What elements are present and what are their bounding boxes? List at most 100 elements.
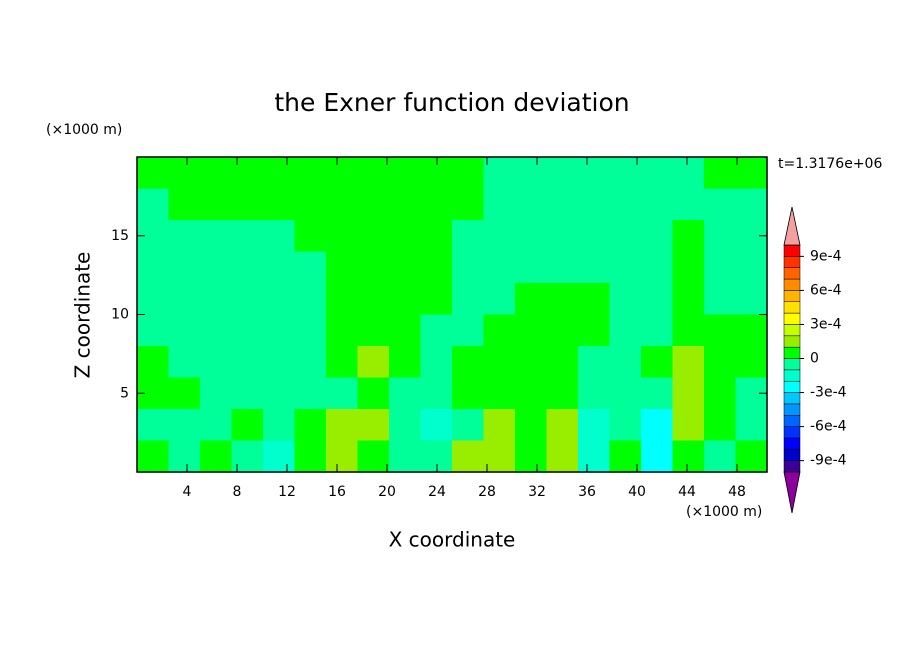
contour-cell	[200, 283, 233, 316]
x-tick-label: 28	[478, 484, 496, 500]
x-tick-label: 32	[528, 484, 546, 500]
x-axis-label: X coordinate	[389, 528, 516, 552]
contour-cell	[231, 346, 264, 379]
contour-cell	[704, 377, 737, 410]
colorbar-band	[783, 403, 801, 416]
contour-cell	[483, 188, 516, 221]
colorbar-tick-label: 0	[810, 351, 819, 367]
contour-cell	[704, 220, 737, 253]
contour-cell	[389, 409, 422, 442]
contour-cell	[389, 157, 422, 190]
contour-cell	[326, 440, 359, 473]
contour-cell	[515, 346, 548, 379]
contour-cell	[672, 157, 705, 190]
contour-cell	[515, 377, 548, 410]
contour-cell	[578, 346, 611, 379]
contour-cell	[735, 157, 768, 190]
contour-cell	[672, 220, 705, 253]
colorbar-band	[783, 244, 801, 257]
contour-cell	[420, 377, 453, 410]
contour-cell	[578, 283, 611, 316]
colorbar-band	[783, 449, 801, 461]
contour-cell	[200, 346, 233, 379]
contour-cell	[515, 157, 548, 190]
contour-cell	[452, 346, 485, 379]
contour-cell	[672, 409, 705, 442]
contour-cell	[546, 220, 579, 253]
contour-cell	[200, 157, 233, 190]
contour-cell	[326, 346, 359, 379]
contour-cell	[452, 314, 485, 347]
contour-cell	[641, 188, 674, 221]
colorbar-band	[783, 426, 801, 439]
x-tick-label: 12	[278, 484, 296, 500]
contour-cell	[231, 220, 264, 253]
contour-cell	[578, 188, 611, 221]
contour-cell	[641, 314, 674, 347]
contour-cell	[200, 188, 233, 221]
contour-cell	[357, 283, 390, 316]
contour-cell	[515, 409, 548, 442]
contour-cell	[263, 188, 296, 221]
colorbar-tick-label: 9e-4	[810, 248, 842, 264]
contour-cell	[326, 251, 359, 284]
contour-cell	[231, 377, 264, 410]
contour-cell	[735, 283, 768, 316]
contour-cell	[326, 314, 359, 347]
contour-cell	[294, 409, 327, 442]
contour-cell	[294, 157, 327, 190]
contour-cell	[168, 251, 201, 284]
contour-cell	[735, 346, 768, 379]
contour-cell	[546, 188, 579, 221]
colorbar-tick-label: -9e-4	[810, 453, 847, 469]
contour-cell	[704, 251, 737, 284]
contour-cell	[672, 440, 705, 473]
contour-cell	[704, 346, 737, 379]
contour-cell	[168, 283, 201, 316]
colorbar-band	[783, 346, 801, 359]
contour-cell	[357, 346, 390, 379]
contour-cell	[735, 409, 768, 442]
x-tick-label: 48	[728, 484, 746, 500]
colorbar-band	[783, 380, 801, 393]
colorbar-band	[783, 369, 801, 382]
contour-cell	[326, 283, 359, 316]
contour-cell	[294, 314, 327, 347]
contour-cell	[263, 220, 296, 253]
contour-cell	[294, 346, 327, 379]
contour-cell	[168, 188, 201, 221]
contour-cell	[452, 220, 485, 253]
colorbar-band	[783, 256, 801, 268]
contour-cell	[483, 251, 516, 284]
contour-cell	[263, 346, 296, 379]
contour-cell	[200, 314, 233, 347]
contour-cell	[483, 157, 516, 190]
contour-cell	[389, 283, 422, 316]
colorbar-band	[783, 335, 801, 348]
x-tick-label: 16	[328, 484, 346, 500]
x-unit: (×1000 m)	[686, 504, 762, 520]
contour-cell	[704, 188, 737, 221]
contour-cell	[357, 188, 390, 221]
contour-cell	[420, 220, 453, 253]
contour-cell	[452, 440, 485, 473]
colorbar-band	[783, 460, 801, 473]
contour-cell	[515, 440, 548, 473]
contour-cell	[420, 409, 453, 442]
contour-cell	[546, 377, 579, 410]
contour-cell	[357, 220, 390, 253]
contour-cell	[735, 188, 768, 221]
contour-cell	[452, 157, 485, 190]
contour-cell	[609, 188, 642, 221]
colorbar-band	[783, 301, 801, 314]
chart-title: the Exner function deviation	[274, 88, 629, 117]
contour-cell	[641, 283, 674, 316]
contour-cell	[641, 440, 674, 473]
contour-cell	[420, 251, 453, 284]
contour-cell	[231, 314, 264, 347]
contour-cell	[672, 346, 705, 379]
x-tick-label: 36	[578, 484, 596, 500]
contour-cell	[578, 220, 611, 253]
contour-cell	[452, 409, 485, 442]
contour-cell	[326, 409, 359, 442]
